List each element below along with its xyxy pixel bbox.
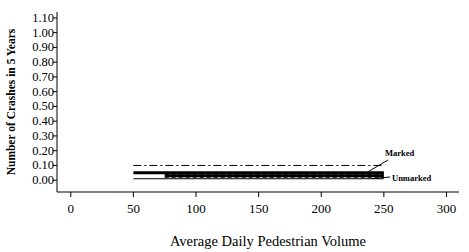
x-tick-label: 50 — [127, 201, 140, 216]
x-tick — [258, 192, 259, 197]
series-line — [133, 171, 383, 174]
y-tick-label: 0.50 — [32, 99, 54, 113]
x-tick — [383, 192, 384, 197]
chart: 0.000.100.200.300.400.500.600.700.800.90… — [0, 0, 469, 252]
y-axis-label: Number of Crashes in 5 Years — [5, 28, 17, 175]
series-line — [133, 178, 383, 179]
y-tick-label: 0.60 — [32, 85, 54, 99]
series-line — [133, 165, 383, 166]
x-tick-label: 0 — [68, 201, 75, 216]
y-tick-label: 0.90 — [32, 40, 54, 54]
y-tick-label: 0.20 — [32, 144, 54, 158]
x-tick — [70, 192, 71, 197]
y-tick-label: 0.00 — [32, 173, 54, 187]
x-tick — [321, 192, 322, 197]
y-tick-label: 0.80 — [32, 55, 54, 69]
series-line — [165, 174, 384, 175]
series-line — [165, 177, 384, 178]
x-tick-label: 100 — [186, 201, 206, 216]
y-tick-label: 0.40 — [32, 114, 54, 128]
x-tick — [133, 192, 134, 197]
annotation-arrow — [372, 177, 390, 179]
y-tick-label: 0.70 — [32, 70, 54, 84]
x-tick — [446, 192, 447, 197]
x-tick-label: 250 — [374, 201, 394, 216]
y-tick-label: 0.30 — [32, 129, 54, 143]
x-tick-label: 200 — [311, 201, 331, 216]
x-tick-label: 300 — [437, 201, 457, 216]
plot-lines — [133, 165, 383, 178]
y-tick-label: 1.10 — [32, 11, 54, 25]
x-axis-label: Average Daily Pedestrian Volume — [170, 233, 366, 249]
annotation: Unmarked — [392, 173, 431, 183]
annotation: Marked — [385, 148, 415, 158]
y-tick-label: 1.00 — [32, 26, 54, 40]
x-tick-label: 150 — [249, 201, 269, 216]
annotation-arrow — [368, 160, 388, 172]
y-tick-label: 0.10 — [32, 158, 54, 172]
x-tick — [196, 192, 197, 197]
series-line — [165, 174, 384, 177]
x-axis — [57, 192, 459, 193]
